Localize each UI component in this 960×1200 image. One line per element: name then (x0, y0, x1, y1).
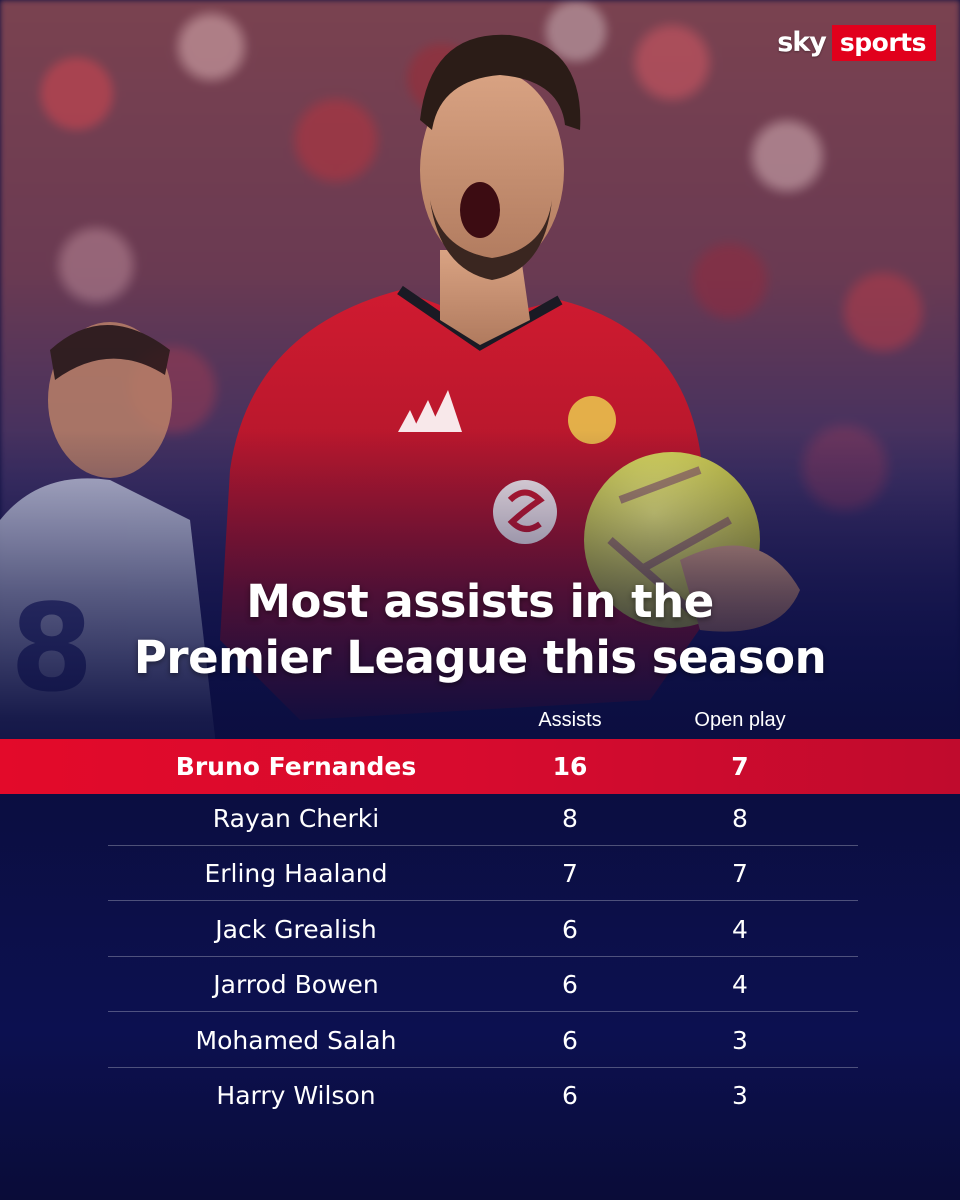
table-row: Harry Wilson 6 3 (0, 1068, 960, 1123)
title-line-2: Premier League this season (133, 631, 827, 684)
table-row: Rayan Cherki 8 8 (0, 791, 960, 846)
row-divider (108, 956, 858, 957)
table-row-leader: Bruno Fernandes 16 7 (0, 739, 960, 794)
table-row: Jarrod Bowen 6 4 (0, 957, 960, 1012)
table-row: Jack Grealish 6 4 (0, 902, 960, 957)
assists-value: 16 (552, 752, 588, 781)
assists-value: 8 (562, 804, 578, 833)
open-play-value: 7 (731, 752, 749, 781)
player-name: Jack Grealish (215, 915, 377, 944)
assists-value: 6 (562, 970, 578, 999)
player-name: Erling Haaland (204, 859, 388, 888)
table-row: Erling Haaland 7 7 (0, 846, 960, 901)
open-play-value: 7 (732, 859, 748, 888)
open-play-value: 8 (732, 804, 748, 833)
assists-value: 6 (562, 1081, 578, 1110)
table-background (0, 780, 960, 1200)
kit-brand-mark (398, 390, 462, 432)
assists-value: 7 (562, 859, 578, 888)
assists-value: 6 (562, 1026, 578, 1055)
column-header-open-play: Open play (694, 709, 786, 731)
player-name: Rayan Cherki (212, 804, 380, 833)
graphic-title: Most assists in the Premier League this … (0, 574, 960, 686)
photo-fade (0, 430, 960, 790)
logo-sky-text: sky (777, 27, 827, 58)
row-divider (108, 1067, 858, 1068)
row-divider (108, 1011, 858, 1012)
open-play-value: 4 (732, 970, 748, 999)
open-play-value: 3 (732, 1081, 748, 1110)
logo-sports-text: sports (831, 25, 936, 61)
player-name: Jarrod Bowen (213, 970, 379, 999)
open-play-value: 4 (732, 915, 748, 944)
column-header-assists: Assists (538, 709, 602, 731)
table-row: Mohamed Salah 6 3 (0, 1013, 960, 1068)
player-name: Harry Wilson (216, 1081, 376, 1110)
open-play-value: 3 (732, 1026, 748, 1055)
player-name: Mohamed Salah (195, 1026, 397, 1055)
title-line-1: Most assists in the (246, 575, 714, 628)
player-name: Bruno Fernandes (175, 752, 417, 781)
row-divider (108, 845, 858, 846)
sky-sports-logo: sky sports (777, 24, 936, 62)
assists-value: 6 (562, 915, 578, 944)
player-head (420, 70, 564, 270)
row-divider (108, 900, 858, 901)
